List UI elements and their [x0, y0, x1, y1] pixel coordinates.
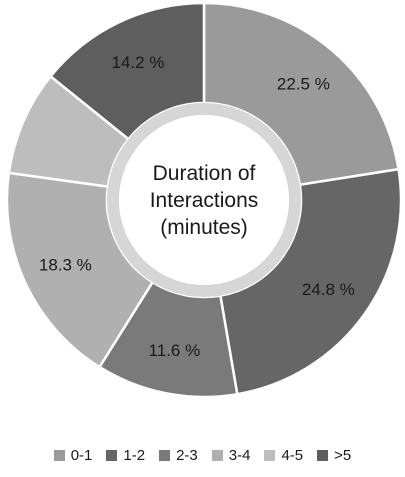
slice-label-1-2: 24.8 %: [302, 280, 355, 299]
legend-item-3-4: 3-4: [211, 447, 251, 464]
inner-ring: [107, 103, 301, 297]
legend-label: >5: [334, 447, 352, 464]
slice-label-2-3: 11.6 %: [149, 341, 201, 360]
legend-label: 2-3: [176, 447, 198, 464]
legend-swatch: [106, 450, 118, 461]
donut-chart: 22.5 % 24.8 % 11.6 % 18.3 % 14.2 % Duration o…: [5, 1, 403, 399]
legend-swatch: [264, 450, 276, 461]
legend-swatch: [53, 450, 65, 461]
legend-label: 0-1: [70, 447, 93, 464]
legend-item-2-3: 2-3: [159, 447, 198, 464]
legend-item-1-2: 1-2: [106, 447, 145, 464]
center-title-line: Interactions: [150, 189, 259, 212]
legend-swatch: [159, 450, 171, 461]
donut-hole: [119, 115, 289, 285]
slice-label->5: 14.2 %: [112, 53, 165, 72]
slice-label-0-1: 22.5 %: [277, 75, 330, 94]
slice-label-3-4: 18.3 %: [39, 256, 92, 275]
legend-item-4-5: 4-5: [264, 447, 303, 464]
legend-item->5: >5: [317, 447, 351, 464]
legend-label: 4-5: [281, 447, 304, 464]
legend-swatch: [211, 450, 223, 461]
legend: 0-1 1-2 2-3 3-4 4-5 >5: [0, 447, 405, 464]
legend-swatch: [317, 450, 329, 461]
legend-label: 3-4: [228, 447, 251, 464]
center-title-line: Duration of: [153, 162, 256, 185]
center-title-line: (minutes): [160, 216, 248, 239]
legend-item-0-1: 0-1: [53, 447, 93, 464]
legend-label: 1-2: [123, 447, 146, 464]
